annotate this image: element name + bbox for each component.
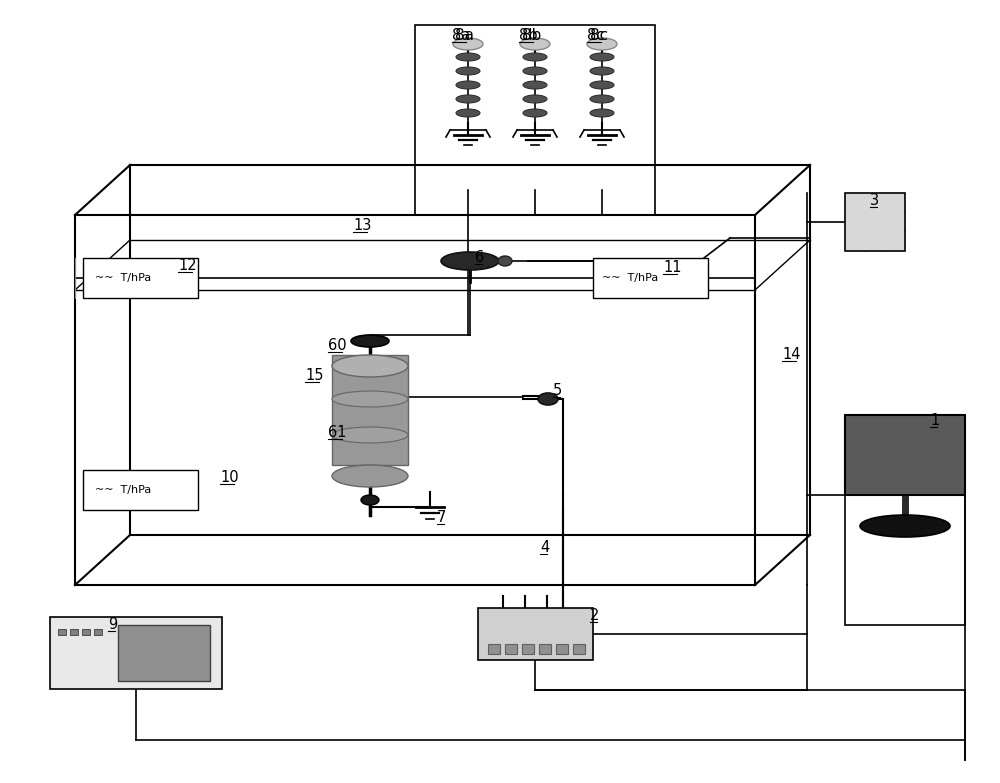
Bar — [593, 258, 708, 298]
Ellipse shape — [523, 109, 547, 117]
Text: 8b: 8b — [519, 28, 538, 43]
Bar — [488, 644, 500, 654]
Bar — [845, 193, 905, 251]
Bar — [539, 644, 551, 654]
Text: 8a: 8a — [455, 28, 474, 43]
Bar — [573, 644, 585, 654]
Ellipse shape — [523, 81, 547, 89]
Text: 13: 13 — [353, 218, 371, 233]
Ellipse shape — [456, 95, 480, 103]
Text: 61: 61 — [328, 425, 347, 440]
Bar — [50, 617, 222, 689]
Ellipse shape — [520, 38, 550, 50]
Text: 4: 4 — [540, 540, 549, 555]
Ellipse shape — [860, 515, 950, 537]
Text: 60: 60 — [328, 338, 347, 353]
Bar — [478, 608, 593, 660]
Ellipse shape — [456, 109, 480, 117]
Ellipse shape — [453, 38, 483, 50]
Text: 8a: 8a — [452, 28, 470, 43]
Ellipse shape — [498, 256, 512, 266]
Ellipse shape — [590, 109, 614, 117]
Text: 5: 5 — [553, 383, 562, 398]
Ellipse shape — [523, 67, 547, 75]
Ellipse shape — [456, 81, 480, 89]
Ellipse shape — [590, 53, 614, 61]
Bar — [118, 625, 210, 681]
Text: ~~  T/hPa: ~~ T/hPa — [602, 273, 658, 283]
Ellipse shape — [456, 67, 480, 75]
Text: 8c: 8c — [587, 28, 604, 43]
Bar — [415, 25, 655, 215]
Ellipse shape — [332, 355, 408, 377]
Text: ~~  T/hPa: ~~ T/hPa — [95, 485, 151, 495]
Text: 15: 15 — [305, 368, 324, 383]
Bar — [70, 629, 78, 635]
Text: 6: 6 — [475, 250, 484, 265]
Ellipse shape — [441, 252, 499, 270]
Ellipse shape — [332, 427, 408, 443]
Text: 12: 12 — [178, 258, 197, 273]
Text: 8c: 8c — [590, 28, 608, 43]
Text: 3: 3 — [870, 193, 879, 208]
Ellipse shape — [332, 465, 408, 487]
Text: 9: 9 — [108, 617, 117, 632]
Bar — [94, 629, 102, 635]
Ellipse shape — [590, 95, 614, 103]
Bar — [83, 258, 198, 298]
Ellipse shape — [590, 81, 614, 89]
Bar — [522, 644, 534, 654]
Text: ~~  T/hPa: ~~ T/hPa — [95, 273, 151, 283]
Bar — [83, 470, 198, 510]
Ellipse shape — [456, 53, 480, 61]
Ellipse shape — [523, 53, 547, 61]
Ellipse shape — [523, 95, 547, 103]
Bar — [556, 644, 568, 654]
Ellipse shape — [538, 393, 558, 405]
Text: 11: 11 — [663, 260, 682, 275]
Bar — [505, 644, 517, 654]
Bar — [845, 415, 965, 495]
Ellipse shape — [351, 335, 389, 347]
Ellipse shape — [587, 38, 617, 50]
Bar — [58, 629, 66, 635]
Text: 14: 14 — [782, 347, 800, 362]
Text: 1: 1 — [930, 413, 939, 428]
Text: 10: 10 — [220, 470, 239, 485]
Ellipse shape — [332, 391, 408, 407]
Bar — [82, 629, 90, 635]
Bar — [332, 355, 408, 465]
Bar — [845, 495, 965, 625]
Text: 7: 7 — [437, 510, 446, 525]
Ellipse shape — [361, 495, 379, 505]
Text: 2: 2 — [590, 608, 599, 623]
Text: 8b: 8b — [522, 28, 541, 43]
Ellipse shape — [590, 67, 614, 75]
